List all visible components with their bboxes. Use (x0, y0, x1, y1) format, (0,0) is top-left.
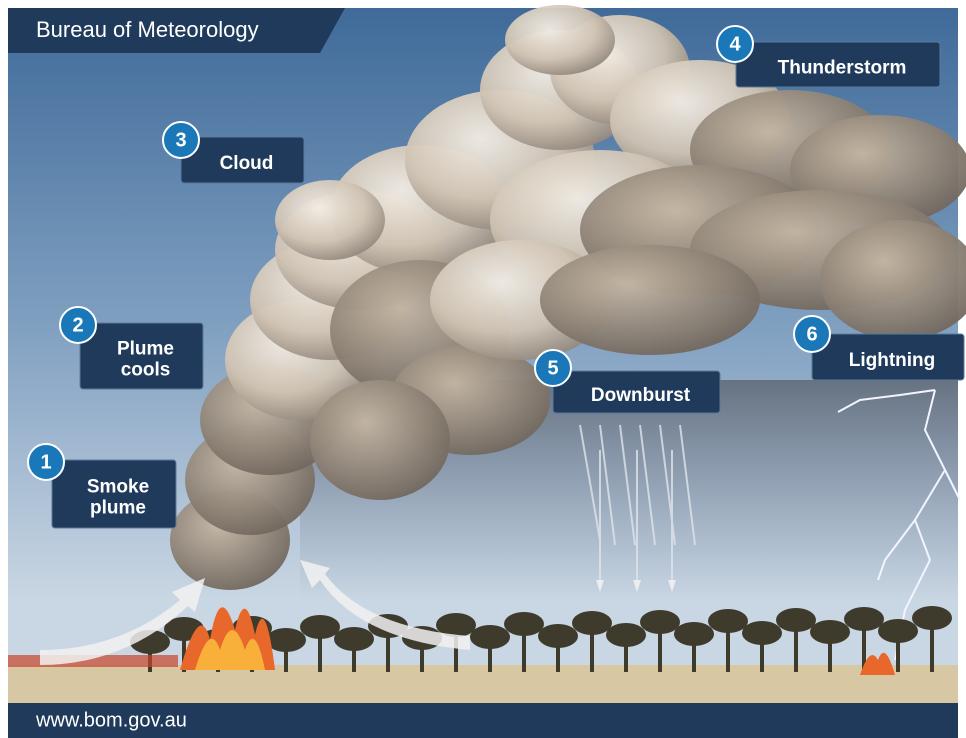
label-text: plume (90, 498, 146, 519)
label-text: Thunderstorm (778, 58, 907, 79)
tree-trunk (692, 634, 696, 672)
tree-trunk (896, 631, 900, 672)
tree-crown (742, 621, 782, 645)
cloud-puff (310, 380, 450, 500)
tree-trunk (454, 625, 458, 672)
number-badge (59, 306, 97, 344)
tree-crown (606, 623, 646, 647)
number-text: 4 (729, 33, 741, 55)
tree-trunk (488, 637, 492, 672)
tree-crown (334, 627, 374, 651)
tree-trunk (658, 622, 662, 672)
header-title: Bureau of Meteorology (36, 17, 259, 42)
tree-trunk (386, 626, 390, 672)
label-text: Lightning (849, 350, 936, 371)
number-badge (716, 25, 754, 63)
tree-crown (844, 607, 884, 631)
lightning (837, 389, 961, 661)
tree-trunk (794, 620, 798, 672)
inflow-arrows (40, 560, 676, 665)
label-text: Cloud (220, 153, 274, 174)
tree-crown (674, 622, 714, 646)
tree-trunk (624, 635, 628, 672)
tree-crown (640, 610, 680, 634)
tree-trunk (760, 633, 764, 672)
number-badge (27, 443, 65, 481)
tree-crown (266, 628, 306, 652)
tree-crown (470, 625, 510, 649)
number-text: 1 (40, 451, 51, 473)
tree-trunk (420, 638, 424, 672)
tree-crown (436, 613, 476, 637)
label-box (180, 136, 305, 184)
label-text: Downburst (591, 385, 691, 406)
tree-crown (300, 615, 340, 639)
tree-trunk (522, 624, 526, 672)
header-bar (8, 8, 345, 53)
cloud-puff (540, 245, 760, 355)
label-box (51, 459, 177, 529)
tree-trunk (556, 636, 560, 672)
tree-trunk (862, 619, 866, 672)
tree-trunk (726, 621, 730, 672)
tree-crown (912, 606, 952, 630)
cloud (170, 5, 966, 590)
cloud-puff (820, 220, 966, 340)
label-box (552, 370, 721, 414)
tree-trunk (284, 640, 288, 672)
tree-crown (810, 620, 850, 644)
tree-trunk (318, 627, 322, 672)
tree-crown (538, 624, 578, 648)
tree-crown (708, 609, 748, 633)
tree-trunk (590, 623, 594, 672)
label-text: Smoke (87, 477, 149, 498)
label-box (79, 322, 204, 390)
number-text: 2 (72, 314, 83, 336)
tree-trunk (352, 639, 356, 672)
label-text: Plume (117, 339, 174, 360)
number-badge (534, 349, 572, 387)
tree-trunk (182, 629, 186, 672)
number-badge (162, 121, 200, 159)
tree-trunk (828, 632, 832, 672)
tree-crown (504, 612, 544, 636)
tree-crown (572, 611, 612, 635)
label-box (735, 41, 941, 88)
number-badge (793, 315, 831, 353)
tree-trunk (930, 618, 934, 672)
cloud-puff (275, 180, 385, 260)
cloud-puff (505, 5, 615, 75)
footer-bar (8, 703, 958, 738)
tree-crown (878, 619, 918, 643)
label-box (811, 333, 965, 381)
number-text: 6 (806, 323, 817, 345)
number-text: 5 (547, 357, 558, 379)
label-text: cools (121, 360, 171, 381)
tree-crown (776, 608, 816, 632)
footer-url: www.bom.gov.au (35, 709, 187, 731)
number-text: 3 (175, 129, 186, 151)
rain (579, 424, 696, 585)
ground (8, 665, 958, 703)
fire (8, 607, 895, 675)
